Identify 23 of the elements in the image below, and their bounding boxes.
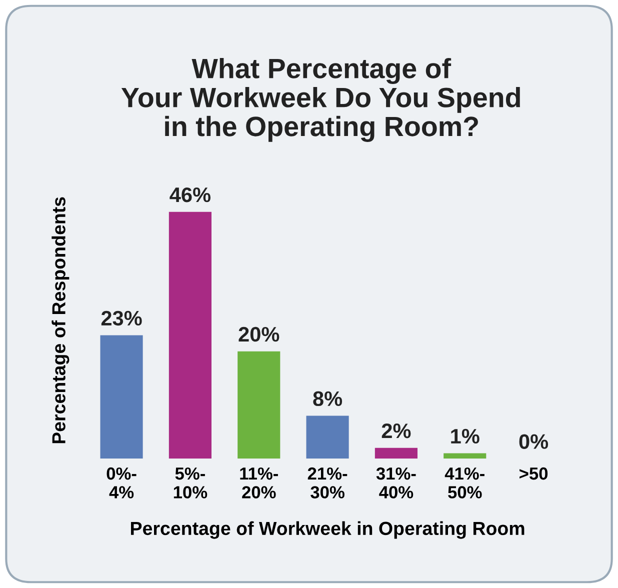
x-axis-title: Percentage of Workweek in Operating Room <box>131 521 524 539</box>
data-label: 46% <box>170 187 211 202</box>
data-label: 20% <box>238 326 280 342</box>
data-label: 0% <box>519 434 548 449</box>
x-tick-label: 31%- 40% <box>376 467 416 498</box>
x-tick-label: 0%- 4% <box>106 467 136 498</box>
x-tick-label: 41%- 50% <box>444 467 484 498</box>
chart-title: What Percentage of Your Workweek Do You Spend in the Operating Room? <box>121 58 520 142</box>
data-label: 8% <box>313 391 342 406</box>
data-label: 23% <box>101 310 142 326</box>
x-tick-label: >50 <box>520 467 548 480</box>
bar <box>444 453 486 459</box>
bar <box>306 416 349 459</box>
y-axis-title: Percentage of Respondents <box>52 197 70 444</box>
x-tick-label: 11%- 20% <box>240 467 278 498</box>
x-tick-label: 21%- 30% <box>308 467 348 498</box>
bar <box>238 351 280 459</box>
bar <box>168 212 212 459</box>
bar <box>100 335 143 459</box>
x-tick-label: 5%- 10% <box>174 467 208 498</box>
data-label: 1% <box>451 428 480 444</box>
bar <box>374 448 418 459</box>
data-label: 2% <box>382 423 411 438</box>
